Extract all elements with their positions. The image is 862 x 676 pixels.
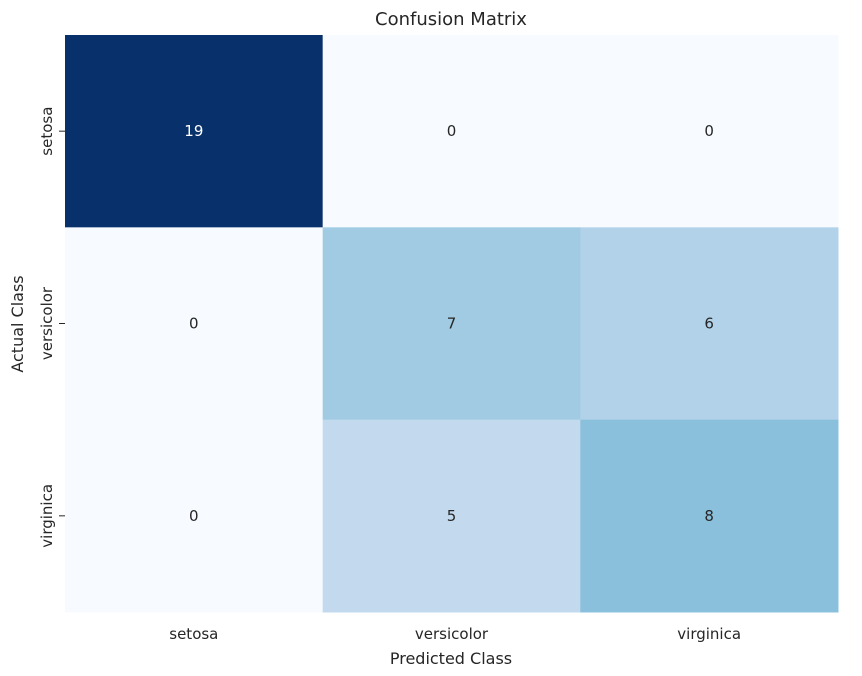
cell-value-label: 0 xyxy=(189,507,199,525)
heatmap-cell xyxy=(322,419,581,613)
heatmap-cell xyxy=(65,419,324,613)
heatmap-cell xyxy=(580,419,839,613)
heatmap-cell xyxy=(580,35,839,228)
x-tick-label: setosa xyxy=(169,625,218,643)
cell-value-label: 5 xyxy=(447,507,457,525)
cell-value-label: 0 xyxy=(704,122,714,140)
y-axis-label: Actual Class xyxy=(8,275,27,372)
cell-value-label: 8 xyxy=(704,507,714,525)
heatmap-cell xyxy=(322,227,581,421)
cell-value-label: 7 xyxy=(447,315,457,333)
x-axis-ticks: setosa versicolor virginica xyxy=(169,625,741,643)
x-tick-label: versicolor xyxy=(415,625,489,643)
cell-value-label: 19 xyxy=(184,122,203,140)
heatmap-cell xyxy=(580,227,839,421)
y-tick-label: versicolor xyxy=(38,286,56,360)
heatmap-cell xyxy=(322,35,581,228)
heatmap-cell xyxy=(65,227,324,421)
heatmap-cells xyxy=(65,35,839,613)
cell-annotations: 19 0 0 0 7 6 0 5 8 xyxy=(184,122,714,525)
y-axis-ticks: setosa versicolor virginica xyxy=(38,107,65,548)
cell-value-label: 0 xyxy=(189,315,199,333)
y-tick-label: setosa xyxy=(38,107,56,156)
heatmap-cell xyxy=(65,35,324,228)
x-tick-label: virginica xyxy=(677,625,741,643)
y-tick-label: virginica xyxy=(38,484,56,548)
cell-value-label: 0 xyxy=(447,122,457,140)
x-axis-label: Predicted Class xyxy=(390,649,512,668)
chart-title: Confusion Matrix xyxy=(375,9,527,30)
cell-value-label: 6 xyxy=(704,315,714,333)
